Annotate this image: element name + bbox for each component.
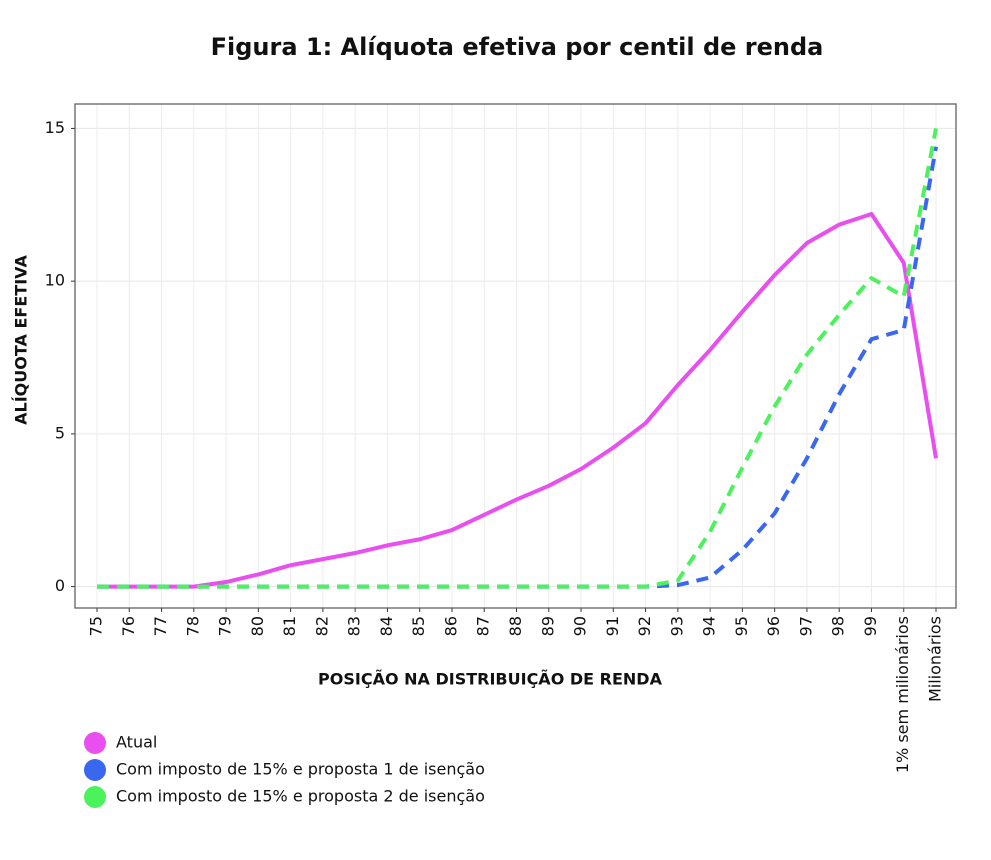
x-tick-label: 97 — [796, 616, 815, 636]
x-tick-label: 77 — [151, 616, 170, 636]
legend-swatch — [84, 759, 106, 781]
x-tick-label: 96 — [764, 616, 783, 636]
y-tick-label: 0 — [55, 576, 65, 595]
legend-swatch — [84, 786, 106, 808]
legend-label: Atual — [116, 733, 157, 752]
plot-border — [74, 103, 957, 609]
x-tick-label: 92 — [635, 616, 654, 636]
x-tick-label: 84 — [377, 616, 396, 636]
x-tick-label: 79 — [216, 616, 235, 636]
x-tick-label: 81 — [280, 616, 299, 636]
legend-swatch — [84, 732, 106, 754]
x-tick-label: 86 — [441, 616, 460, 636]
x-tick-label: 98 — [829, 616, 848, 636]
x-tick-label: 76 — [119, 616, 138, 636]
x-tick-label: 80 — [248, 616, 267, 636]
y-axis-title: ALÍQUOTA EFETIVA — [12, 255, 31, 425]
y-tick-label: 5 — [55, 423, 65, 442]
x-tick-label: 1% sem milionários — [893, 616, 912, 773]
legend-label: Com imposto de 15% e proposta 2 de isenç… — [116, 787, 485, 806]
x-tick-label: 87 — [474, 616, 493, 636]
series-line — [97, 211, 938, 589]
y-tick-label: 10 — [45, 271, 65, 290]
x-tick-label: 93 — [667, 616, 686, 636]
series-line — [97, 146, 938, 589]
x-tick-label: 78 — [183, 616, 202, 636]
x-tick-label: 90 — [571, 616, 590, 636]
x-tick-label: 95 — [732, 616, 751, 636]
x-axis-title: POSIÇÃO NA DISTRIBUIÇÃO DE RENDA — [318, 670, 663, 689]
x-tick-label: 94 — [700, 616, 719, 636]
x-tick-label: 88 — [506, 616, 525, 636]
x-tick-label: 99 — [861, 616, 880, 636]
x-tick-label: 85 — [409, 616, 428, 636]
series-line — [97, 128, 938, 589]
x-tick-label: 91 — [603, 616, 622, 636]
plot-background — [75, 104, 956, 608]
legend-label: Com imposto de 15% e proposta 1 de isenç… — [116, 760, 485, 779]
x-tick-label: 75 — [87, 616, 106, 636]
x-tick-label: 89 — [538, 616, 557, 636]
x-tick-label: 82 — [312, 616, 331, 636]
y-tick-label: 15 — [45, 118, 65, 137]
x-tick-label: Milionários — [926, 616, 945, 702]
x-tick-label: 83 — [345, 616, 364, 636]
chart-title: Figura 1: Alíquota efetiva por centil de… — [211, 33, 824, 61]
